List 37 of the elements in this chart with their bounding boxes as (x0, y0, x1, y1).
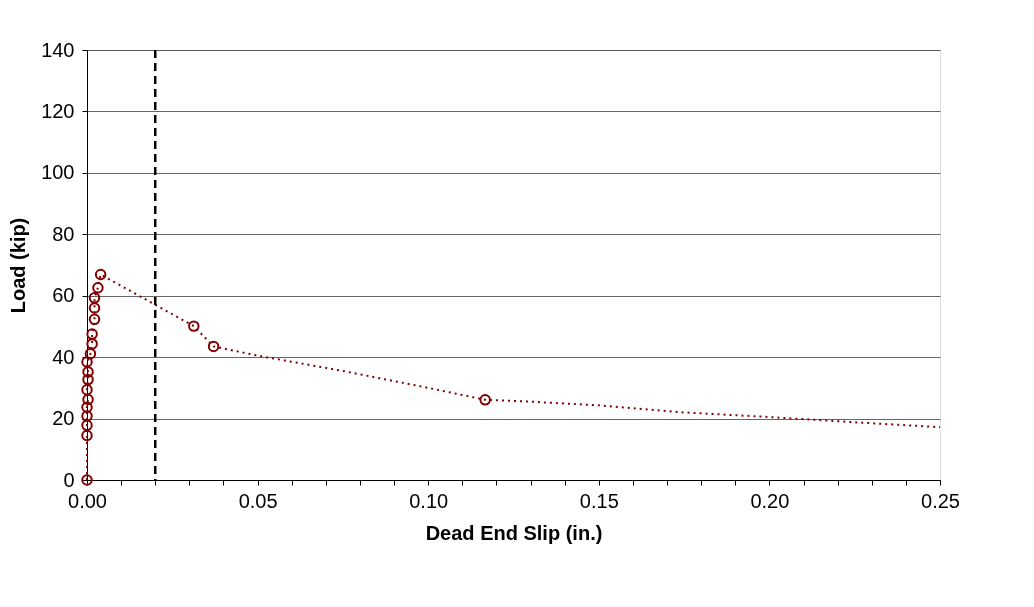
point (82, 366, 94, 378)
y-tick-label: 80 (52, 222, 75, 245)
x-axis-title: Dead End Slip (in.) (425, 521, 603, 544)
point (86, 328, 98, 340)
point (81, 419, 93, 432)
y-tick-label: 100 (41, 161, 75, 184)
point (479, 394, 491, 406)
y-tick-label: 40 (52, 345, 75, 368)
y-tick-label: 140 (41, 38, 75, 61)
x-tick-label: 0.05 (238, 489, 278, 512)
point (207, 340, 220, 353)
point (188, 320, 200, 332)
point (82, 393, 94, 406)
x-tick-label: 0.15 (579, 489, 619, 512)
y-axis-title: Load (kip) (7, 217, 30, 314)
y-tick-label: 20 (52, 407, 75, 430)
point (94, 268, 107, 281)
point (88, 292, 101, 304)
y-tick-label: 0 (63, 468, 75, 491)
point (81, 410, 93, 422)
y-tick-label: 120 (41, 99, 75, 122)
point (86, 338, 98, 350)
point (81, 383, 93, 396)
x-tick-label: 0.00 (68, 489, 107, 512)
point (81, 401, 93, 413)
point (81, 474, 93, 486)
x-tick-label: 0.25 (921, 489, 960, 512)
point (84, 348, 97, 360)
point (82, 373, 94, 386)
y-tick-label: 60 (52, 284, 75, 307)
x-tick-label: 0.10 (409, 489, 449, 512)
point (81, 429, 93, 442)
point (88, 302, 101, 314)
point (88, 313, 101, 326)
point (92, 281, 104, 294)
point (81, 356, 93, 368)
x-tick-label: 0.20 (750, 489, 790, 512)
